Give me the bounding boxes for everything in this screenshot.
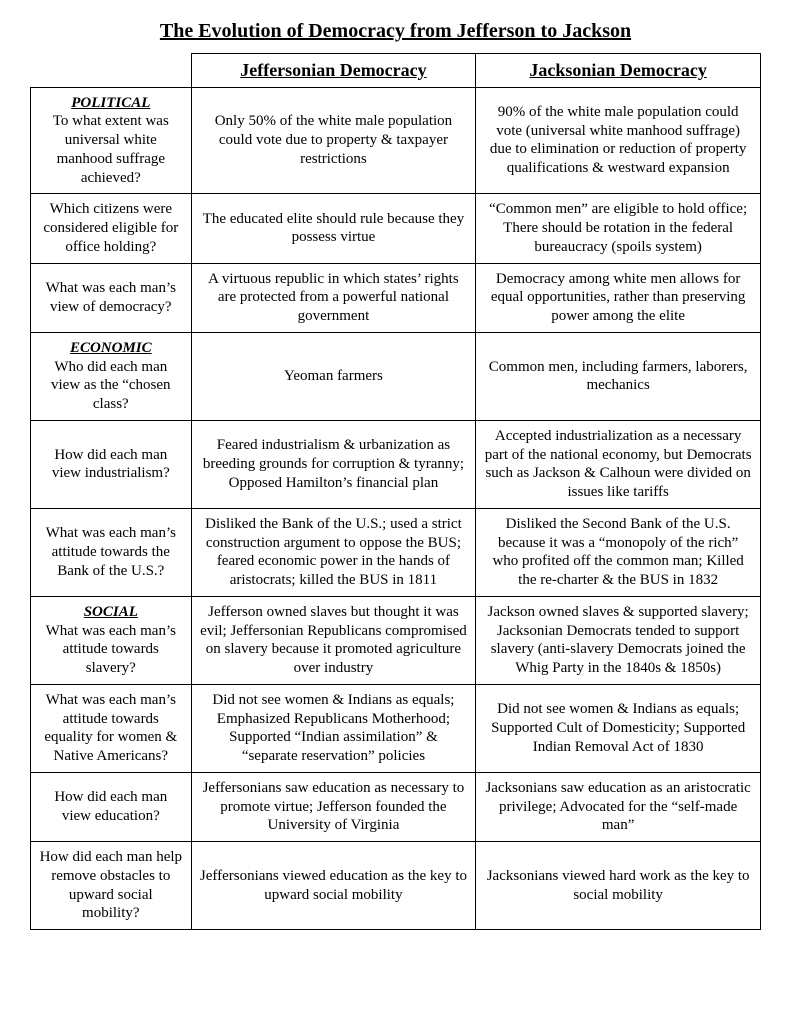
cell-jackson: Common men, including farmers, laborers,… bbox=[476, 332, 761, 420]
section-label-economic: ECONOMIC bbox=[70, 340, 152, 356]
row-question: What was each man’s attitude towards the… bbox=[31, 508, 192, 596]
row-question: SOCIAL What was each man’s attitude towa… bbox=[31, 596, 192, 684]
cell-jackson: “Common men” are eligible to hold office… bbox=[476, 194, 761, 263]
cell-jefferson: Feared industrialism & urbanization as b… bbox=[191, 420, 476, 508]
column-header-jefferson: Jeffersonian Democracy bbox=[191, 54, 476, 88]
table-row: How did each man view education? Jeffers… bbox=[31, 772, 761, 841]
table-row: SOCIAL What was each man’s attitude towa… bbox=[31, 596, 761, 684]
cell-jefferson: Disliked the Bank of the U.S.; used a st… bbox=[191, 508, 476, 596]
row-question: What was each man’s view of democracy? bbox=[31, 263, 192, 332]
cell-jackson: Accepted industrialization as a necessar… bbox=[476, 420, 761, 508]
table-row: How did each man view industrialism? Fea… bbox=[31, 420, 761, 508]
row-question: ECONOMIC Who did each man view as the “c… bbox=[31, 332, 192, 420]
cell-jefferson: A virtuous republic in which states’ rig… bbox=[191, 263, 476, 332]
cell-jackson: Jacksonians saw education as an aristocr… bbox=[476, 772, 761, 841]
cell-jefferson: Jeffersonians viewed education as the ke… bbox=[191, 842, 476, 930]
row-question: POLITICAL To what extent was universal w… bbox=[31, 87, 192, 194]
row-question: What was each man’s attitude towards equ… bbox=[31, 684, 192, 772]
cell-jackson: Jacksonians viewed hard work as the key … bbox=[476, 842, 761, 930]
cell-jackson: Jackson owned slaves & supported slavery… bbox=[476, 596, 761, 684]
section-label-political: POLITICAL bbox=[71, 95, 150, 111]
cell-jackson: Did not see women & Indians as equals; S… bbox=[476, 684, 761, 772]
row-question: How did each man view industrialism? bbox=[31, 420, 192, 508]
cell-jefferson: Jeffersonians saw education as necessary… bbox=[191, 772, 476, 841]
row-question: How did each man help remove obstacles t… bbox=[31, 842, 192, 930]
cell-jefferson: Did not see women & Indians as equals; E… bbox=[191, 684, 476, 772]
table-row: ECONOMIC Who did each man view as the “c… bbox=[31, 332, 761, 420]
row-question: How did each man view education? bbox=[31, 772, 192, 841]
table-row: How did each man help remove obstacles t… bbox=[31, 842, 761, 930]
table-row: Which citizens were considered eligible … bbox=[31, 194, 761, 263]
cell-jefferson: Only 50% of the white male population co… bbox=[191, 87, 476, 194]
table-row: What was each man’s attitude towards equ… bbox=[31, 684, 761, 772]
table-row: POLITICAL To what extent was universal w… bbox=[31, 87, 761, 194]
question-text: To what extent was universal white manho… bbox=[53, 113, 169, 185]
cell-jefferson: Yeoman farmers bbox=[191, 332, 476, 420]
cell-jackson: Democracy among white men allows for equ… bbox=[476, 263, 761, 332]
table-row: What was each man’s view of democracy? A… bbox=[31, 263, 761, 332]
column-header-jackson: Jacksonian Democracy bbox=[476, 54, 761, 88]
page-title: The Evolution of Democracy from Jefferso… bbox=[30, 20, 761, 43]
question-text: Who did each man view as the “chosen cla… bbox=[51, 359, 171, 413]
blank-header bbox=[31, 54, 192, 88]
cell-jefferson: The educated elite should rule because t… bbox=[191, 194, 476, 263]
comparison-table: Jeffersonian Democracy Jacksonian Democr… bbox=[30, 53, 761, 930]
section-label-social: SOCIAL bbox=[84, 604, 138, 620]
cell-jefferson: Jefferson owned slaves but thought it wa… bbox=[191, 596, 476, 684]
question-text: What was each man’s attitude towards sla… bbox=[46, 623, 176, 677]
row-question: Which citizens were considered eligible … bbox=[31, 194, 192, 263]
cell-jackson: 90% of the white male population could v… bbox=[476, 87, 761, 194]
table-row: What was each man’s attitude towards the… bbox=[31, 508, 761, 596]
cell-jackson: Disliked the Second Bank of the U.S. bec… bbox=[476, 508, 761, 596]
